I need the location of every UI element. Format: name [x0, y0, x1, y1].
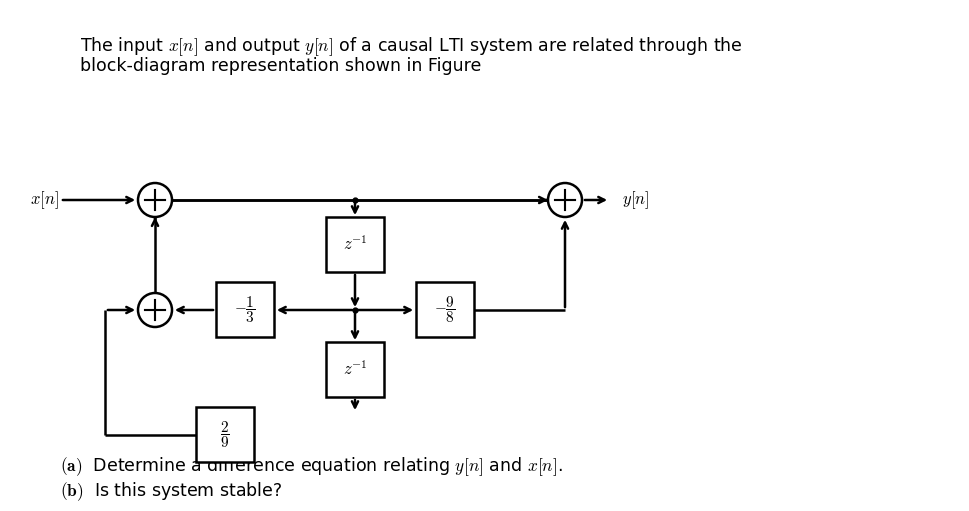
- Text: $\dfrac{2}{9}$: $\dfrac{2}{9}$: [220, 420, 230, 450]
- Text: $x[n]$: $x[n]$: [30, 189, 59, 211]
- Text: block-diagram representation shown in Figure: block-diagram representation shown in Fi…: [79, 57, 481, 75]
- Text: $-\dfrac{9}{8}$: $-\dfrac{9}{8}$: [434, 295, 455, 326]
- FancyBboxPatch shape: [216, 283, 273, 337]
- Text: $\mathbf{(b)}$  Is this system stable?: $\mathbf{(b)}$ Is this system stable?: [60, 480, 282, 503]
- FancyBboxPatch shape: [326, 218, 384, 272]
- FancyBboxPatch shape: [326, 342, 384, 398]
- Text: $-\dfrac{1}{3}$: $-\dfrac{1}{3}$: [234, 295, 256, 326]
- Text: $z^{-1}$: $z^{-1}$: [342, 361, 367, 379]
- Text: The input $x[n]$ and output $y[n]$ of a causal LTI system are related through th: The input $x[n]$ and output $y[n]$ of a …: [79, 35, 742, 58]
- Text: $\mathbf{(a)}$  Determine a difference equation relating $y[n]$ and $x[n]$.: $\mathbf{(a)}$ Determine a difference eq…: [60, 455, 562, 478]
- FancyBboxPatch shape: [196, 407, 254, 462]
- Text: $z^{-1}$: $z^{-1}$: [342, 236, 367, 254]
- Text: $y[n]$: $y[n]$: [621, 189, 648, 211]
- FancyBboxPatch shape: [416, 283, 474, 337]
